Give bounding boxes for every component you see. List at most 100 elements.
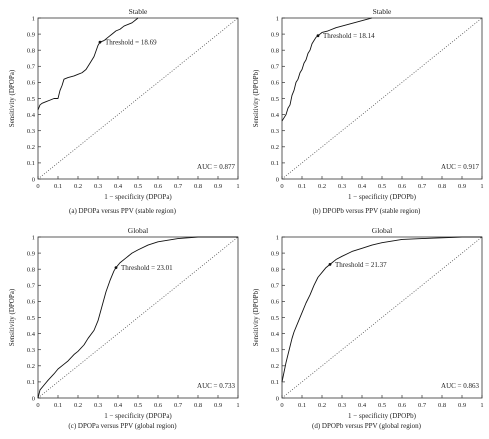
x-tick-label: 0.9 — [458, 183, 466, 190]
x-tick-label: 0.9 — [458, 402, 466, 409]
y-tick-label: 0.5 — [27, 96, 35, 103]
caption-a: (a) DPOPa versus PPV (stable region) — [69, 207, 176, 215]
x-axis-label: 1 − specificity (DPOPb) — [348, 412, 417, 420]
x-tick-label: 0.6 — [398, 402, 407, 409]
x-tick-label: 0.8 — [438, 183, 446, 190]
threshold-marker — [114, 266, 118, 269]
auc-label: AUC = 0.733 — [197, 382, 235, 390]
x-tick-label: 0.6 — [398, 183, 407, 190]
roc-curve-line — [281, 17, 373, 122]
y-axis-label: Sensitivity (DPOPa) — [8, 69, 16, 127]
y-tick-label: 0.8 — [27, 48, 35, 55]
y-tick-label: 0.8 — [27, 267, 35, 274]
y-tick-label: 0.3 — [271, 128, 279, 135]
roc-chart-d: Global 0 0.1 0.2 0.3 0.4 0.5 0.6 0.7 0.8 0.9 1 0 0.1 0… — [252, 226, 484, 420]
auc-label: AUC = 0.917 — [441, 163, 479, 171]
chart-title: Stable — [129, 7, 148, 16]
x-tick-label: 0.5 — [134, 402, 142, 409]
x-tick-label: 0 — [36, 183, 39, 190]
x-tick-label: 0.3 — [94, 183, 102, 190]
y-tick-label: 0.8 — [271, 267, 279, 274]
x-tick-label: 0.8 — [438, 402, 446, 409]
caption-b: (b) DPOPb versus PPV (stable region) — [312, 207, 421, 215]
x-tick-label: 0.6 — [154, 183, 163, 190]
x-tick-label: 0 — [280, 183, 283, 190]
y-tick-label: 0.5 — [271, 96, 279, 103]
y-tick-label: 0 — [32, 176, 35, 183]
y-tick-label: 0 — [276, 395, 279, 402]
x-tick-label: 0.2 — [318, 183, 326, 190]
x-tick-label: 0.1 — [298, 183, 306, 190]
roc-curve-line — [37, 236, 238, 399]
x-tick-label: 0 — [36, 402, 39, 409]
reference-diagonal-line — [281, 236, 483, 399]
reference-diagonal-line — [281, 17, 483, 180]
y-tick-label: 0.1 — [271, 160, 279, 167]
caption-d: (d) DPOPb versus PPV (global region) — [312, 422, 421, 430]
y-tick-label: 0.7 — [27, 64, 36, 71]
x-tick-label: 0.4 — [358, 402, 367, 409]
y-tick-label: 0.2 — [27, 363, 35, 370]
x-tick-label: 0.5 — [378, 183, 386, 190]
caption-c: (c) DPOPa versus PPV (global region) — [68, 422, 177, 430]
y-axis-label: Sensitivity (DPOPa) — [8, 288, 16, 346]
x-tick-label: 0.8 — [194, 402, 202, 409]
y-tick-label: 0.2 — [271, 363, 279, 370]
x-tick-label: 0.3 — [338, 183, 346, 190]
y-tick-label: 0.8 — [271, 48, 279, 55]
x-tick-label: 0.5 — [134, 183, 142, 190]
chart-title: Global — [372, 226, 392, 235]
x-axis-label: 1 − specificity (DPOPa) — [104, 412, 172, 420]
y-tick-label: 0.2 — [271, 144, 279, 151]
y-tick-label: 1 — [32, 15, 35, 22]
y-tick-label: 0.9 — [271, 250, 279, 257]
y-tick-label: 0.7 — [271, 64, 280, 71]
auc-label: AUC = 0.877 — [197, 163, 235, 171]
threshold-label: Threshold = 18.14 — [323, 32, 375, 40]
y-tick-label: 0.4 — [27, 112, 36, 119]
y-tick-label: 0.7 — [271, 283, 280, 290]
y-tick-label: 0.4 — [271, 112, 280, 119]
roc-chart-a: Stable 0 0.1 0.2 0.3 0.4 0.5 0.6 0.7 0.8 0.9 1 0 0.1 0… — [8, 7, 240, 201]
y-tick-label: 0.6 — [27, 299, 36, 306]
x-tick-label: 0.9 — [214, 183, 222, 190]
x-axis-label: 1 − specificity (DPOPb) — [348, 193, 417, 201]
y-tick-label: 0.9 — [27, 31, 35, 38]
y-tick-label: 0.3 — [271, 347, 279, 354]
x-tick-label: 0.5 — [378, 402, 386, 409]
y-tick-label: 0.6 — [271, 299, 280, 306]
y-tick-label: 1 — [32, 234, 35, 241]
y-axis-label: Sensitivity (DPOPb) — [252, 288, 260, 346]
x-tick-label: 0.4 — [114, 183, 123, 190]
x-tick-label: 0.7 — [174, 183, 183, 190]
y-tick-label: 0.7 — [27, 283, 36, 290]
y-axis-label: Sensitivity (DPOPb) — [252, 69, 260, 127]
y-tick-label: 1 — [276, 234, 279, 241]
y-tick-label: 0.4 — [271, 331, 280, 338]
x-tick-label: 0.2 — [74, 183, 82, 190]
y-tick-label: 0 — [276, 176, 279, 183]
chart-title: Global — [128, 226, 148, 235]
y-tick-label: 0.1 — [27, 160, 35, 167]
y-tick-label: 1 — [276, 15, 279, 22]
y-tick-label: 0.2 — [27, 144, 35, 151]
y-tick-label: 0.3 — [27, 347, 35, 354]
x-tick-label: 1 — [480, 402, 483, 409]
y-tick-label: 0.9 — [271, 31, 279, 38]
x-tick-label: 0.1 — [54, 402, 62, 409]
reference-diagonal-line — [37, 236, 239, 399]
x-tick-label: 0.7 — [418, 402, 427, 409]
threshold-marker — [316, 34, 320, 38]
x-axis-label: 1 − specificity (DPOPa) — [104, 193, 172, 201]
x-tick-label: 0.1 — [54, 183, 62, 190]
threshold-label: Threshold = 21.37 — [335, 261, 387, 269]
threshold-label: Threshold = 23.01 — [121, 264, 173, 272]
y-tick-label: 0.5 — [27, 315, 35, 322]
x-tick-label: 0.8 — [194, 183, 202, 190]
y-tick-label: 0.5 — [271, 315, 279, 322]
y-tick-label: 0.4 — [27, 331, 36, 338]
x-tick-label: 0.9 — [214, 402, 222, 409]
threshold-marker — [328, 262, 332, 266]
threshold-label: Threshold = 18.69 — [105, 39, 157, 47]
roc-curve-line — [37, 17, 139, 110]
